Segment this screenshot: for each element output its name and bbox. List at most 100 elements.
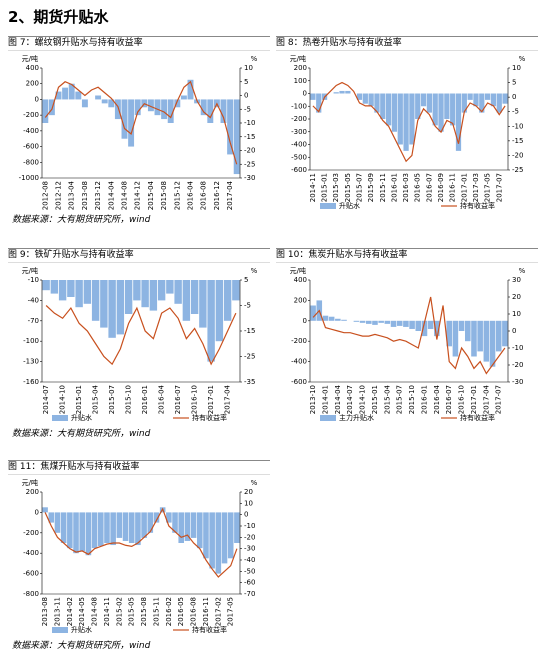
bar: [458, 320, 465, 331]
y-axis-unit: 元/吨: [290, 266, 306, 275]
x-tick-label: 2015-07: [108, 385, 116, 414]
y-axis-unit: 元/吨: [290, 54, 306, 63]
y2-tick-label: -30: [244, 174, 255, 182]
bar: [91, 280, 100, 321]
bar: [55, 91, 62, 100]
bar: [116, 280, 125, 335]
bar: [184, 512, 191, 541]
bar: [471, 320, 477, 357]
y-tick-label: -10: [28, 276, 39, 284]
x-tick-label: 2016-04: [433, 384, 441, 414]
y-tick-label: 100: [294, 77, 307, 85]
x-tick-label: 2015-04: [383, 384, 391, 414]
bar: [141, 280, 149, 308]
y-tick-label: -600: [291, 378, 307, 386]
bar: [75, 280, 83, 308]
bar: [178, 512, 185, 543]
x-tick-label: 2012-12: [55, 181, 63, 210]
x-tick-label: 2015-08: [140, 597, 148, 626]
y-tick-label: -400: [23, 549, 39, 557]
bar: [100, 280, 108, 328]
x-tick-label: 2016-03: [402, 173, 410, 202]
y-tick-label: -500: [291, 153, 307, 161]
x-tick-label: 2017-01: [207, 385, 215, 414]
y2-tick-label: -35: [244, 378, 255, 386]
x-tick-label: 2015-01: [371, 385, 379, 414]
y-tick-label: -300: [291, 128, 307, 136]
x-tick-label: 2016-11: [202, 597, 210, 626]
y-axis-unit: 元/吨: [22, 54, 38, 63]
x-tick-label: 2016-04: [187, 180, 195, 210]
bar: [446, 320, 453, 347]
x-tick-label: 2014-04: [107, 180, 115, 210]
bar: [223, 280, 232, 321]
bar: [310, 93, 316, 100]
legend-label: 持有收益率: [460, 413, 495, 422]
y-tick-label: 0: [35, 508, 39, 516]
bar: [356, 93, 363, 100]
x-tick-label: 2014-07: [346, 385, 354, 414]
x-tick-label: 2014-08: [91, 597, 99, 626]
x-tick-label: 2016-10: [458, 385, 466, 414]
y2-tick-label: -30: [244, 545, 255, 553]
x-tick-label: 2016-07: [174, 385, 182, 414]
x-tick-label: 2017-05: [227, 597, 235, 626]
y2-tick-label: 5: [244, 78, 248, 86]
x-tick-label: 2014-12: [134, 181, 142, 210]
bar: [108, 280, 116, 338]
bar: [97, 512, 104, 547]
y2-tick-label: 0: [512, 327, 516, 335]
bar: [461, 93, 467, 113]
x-tick-label: 2016-01: [420, 385, 428, 414]
bar: [427, 320, 434, 329]
y-tick-label: 0: [303, 317, 307, 325]
bar: [81, 99, 88, 108]
bar: [335, 318, 341, 321]
bar: [215, 280, 224, 342]
chart-caption: 图 7：螺纹钢升贴水与持有收益率: [8, 36, 270, 51]
bar: [62, 87, 69, 100]
y2-tick-label: -10: [244, 522, 255, 530]
section-title: 2、期货升贴水: [8, 8, 109, 26]
x-tick-label: 2012-08: [41, 181, 49, 210]
bar: [42, 507, 48, 513]
x-tick-label: 2014-10: [359, 385, 367, 414]
bar: [385, 93, 392, 126]
bar: [73, 512, 79, 554]
bar: [502, 93, 508, 104]
x-tick-label: 2016-04: [158, 384, 166, 414]
x-tick-label: 2017-04: [226, 180, 234, 210]
y2-axis-unit: %: [251, 267, 258, 275]
x-tick-label: 2015-10: [408, 385, 416, 414]
legend-label: 升贴水: [71, 413, 92, 422]
y2-tick-label: -60: [244, 579, 255, 587]
bar: [42, 99, 49, 123]
source-note: 数据来源：大有期货研究所，wind: [12, 215, 151, 225]
y-axis-unit: 元/吨: [22, 266, 38, 275]
bar: [54, 512, 61, 533]
line: [312, 296, 506, 375]
y-tick-label: -200: [23, 529, 39, 537]
x-tick-label: 2017-01: [470, 385, 478, 414]
y-tick-label: -200: [291, 115, 307, 123]
x-tick-label: 2016-07: [425, 173, 433, 202]
bar: [220, 99, 227, 123]
bar: [502, 320, 508, 347]
y2-tick-label: -25: [244, 353, 255, 361]
bar: [495, 320, 502, 352]
bar: [339, 90, 345, 94]
bar: [147, 99, 154, 112]
y-tick-label: -1000: [19, 174, 39, 182]
y2-tick-label: -10: [512, 344, 523, 352]
x-tick-label: 2017-03: [472, 173, 480, 202]
y2-axis-unit: %: [519, 55, 526, 63]
bar: [421, 320, 428, 337]
bar: [316, 93, 322, 113]
y2-axis-unit: %: [251, 479, 258, 487]
x-tick-label: 2015-05: [128, 597, 136, 626]
x-tick-label: 2016-08: [200, 181, 208, 210]
y2-tick-label: -15: [244, 133, 255, 141]
x-tick-label: 2016-01: [141, 385, 149, 414]
x-tick-label: 2017-04: [224, 384, 232, 414]
bar: [353, 320, 360, 322]
